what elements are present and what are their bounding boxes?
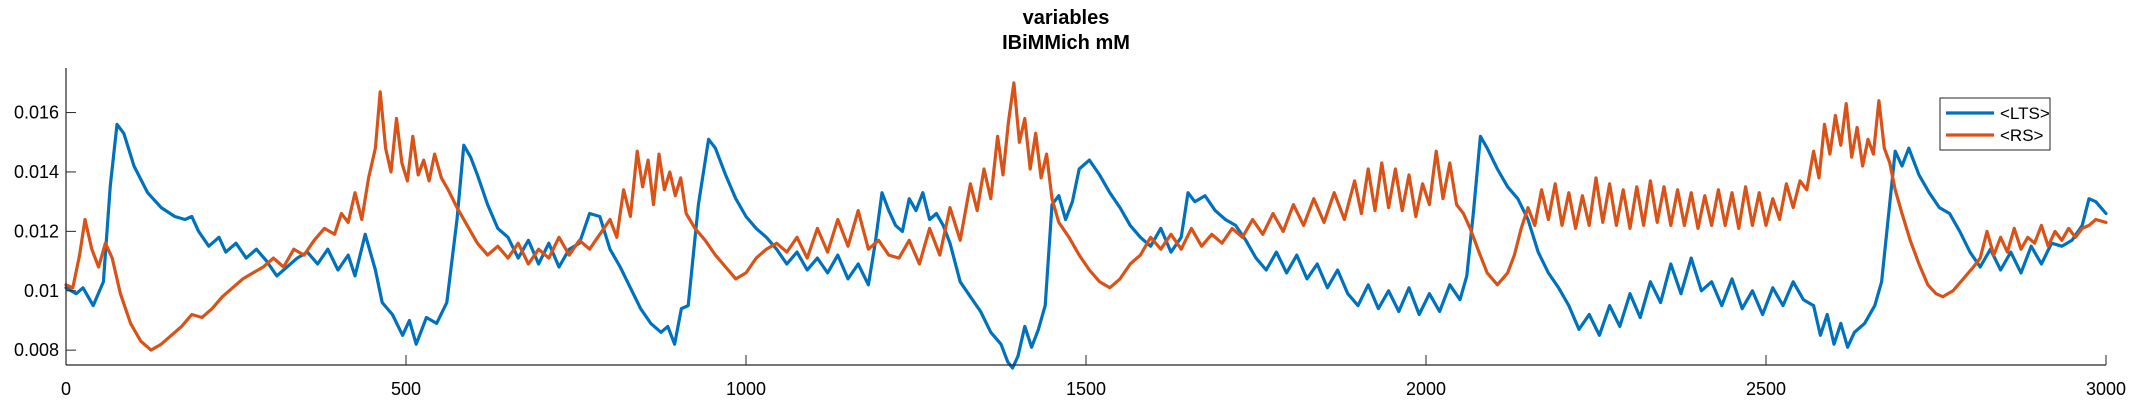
x-tick-label: 1500 [1066,379,1106,399]
series-line-1 [64,81,2108,352]
legend-box [1939,97,2051,151]
chart-subtitle: IBiMMich mM [1002,32,1130,54]
x-tick-label: 0 [61,379,71,399]
y-tick-label: 0.012 [14,221,59,241]
x-tick-label: 2000 [1406,379,1446,399]
y-tick-label: 0.01 [24,281,59,301]
x-tick-label: 500 [391,379,421,399]
y-tick-label: 0.016 [14,103,59,123]
legend: <LTS> <RS> [1939,97,2051,151]
series-line-0 [64,122,2108,370]
y-tick-label: 0.008 [14,340,59,360]
x-tick-label: 2500 [1746,379,1786,399]
axes: 0 500 1000 1500 2000 2500 3000 0.008 0.01 0.012 0.… [14,68,2126,399]
y-tick-label: 0.014 [14,162,59,182]
chart-title: variables [1023,7,1110,29]
legend-label-1: <RS> [2000,126,2044,145]
plot-area [64,81,2108,370]
legend-label-0: <LTS> [2000,104,2050,123]
x-tick-label: 3000 [2086,379,2126,399]
x-tick-label: 1000 [726,379,766,399]
